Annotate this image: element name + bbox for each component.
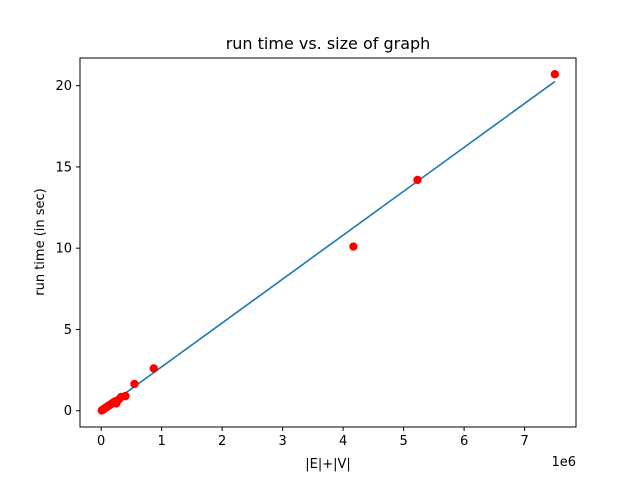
- x-tick-label: 2: [218, 434, 226, 449]
- fit-line: [100, 80, 556, 412]
- data-point: [349, 242, 358, 251]
- y-tick-label: 20: [55, 79, 72, 94]
- x-tick-label: 1: [158, 434, 166, 449]
- y-tick-label: 10: [55, 242, 72, 257]
- y-axis-label: run time (in sec): [33, 188, 48, 296]
- x-tick-label: 4: [339, 434, 347, 449]
- x-tick-label: 3: [278, 434, 286, 449]
- plot-area-frame: [79, 57, 577, 428]
- x-tick-label: 0: [97, 434, 105, 449]
- x-tick-label: 7: [520, 434, 528, 449]
- y-tick-label: 5: [64, 323, 72, 338]
- plot-layer: [97, 70, 560, 415]
- data-point: [413, 175, 422, 185]
- data-point: [130, 379, 139, 389]
- y-tick-label: 15: [55, 160, 72, 175]
- x-tick-label: 6: [460, 434, 468, 449]
- data-point: [121, 391, 130, 401]
- x-axis-scale-label: 1e6: [551, 455, 576, 470]
- tick-layer: 0 1 2 3 4 5 6 7 0 5 10 15 20: [55, 79, 528, 449]
- x-tick-label: 5: [399, 434, 407, 449]
- chart-title: run time vs. size of graph: [226, 34, 431, 53]
- data-point: [550, 70, 560, 79]
- y-tick-label: 0: [64, 404, 72, 419]
- x-axis-label: |E|+|V|: [305, 457, 351, 472]
- data-point: [149, 364, 158, 373]
